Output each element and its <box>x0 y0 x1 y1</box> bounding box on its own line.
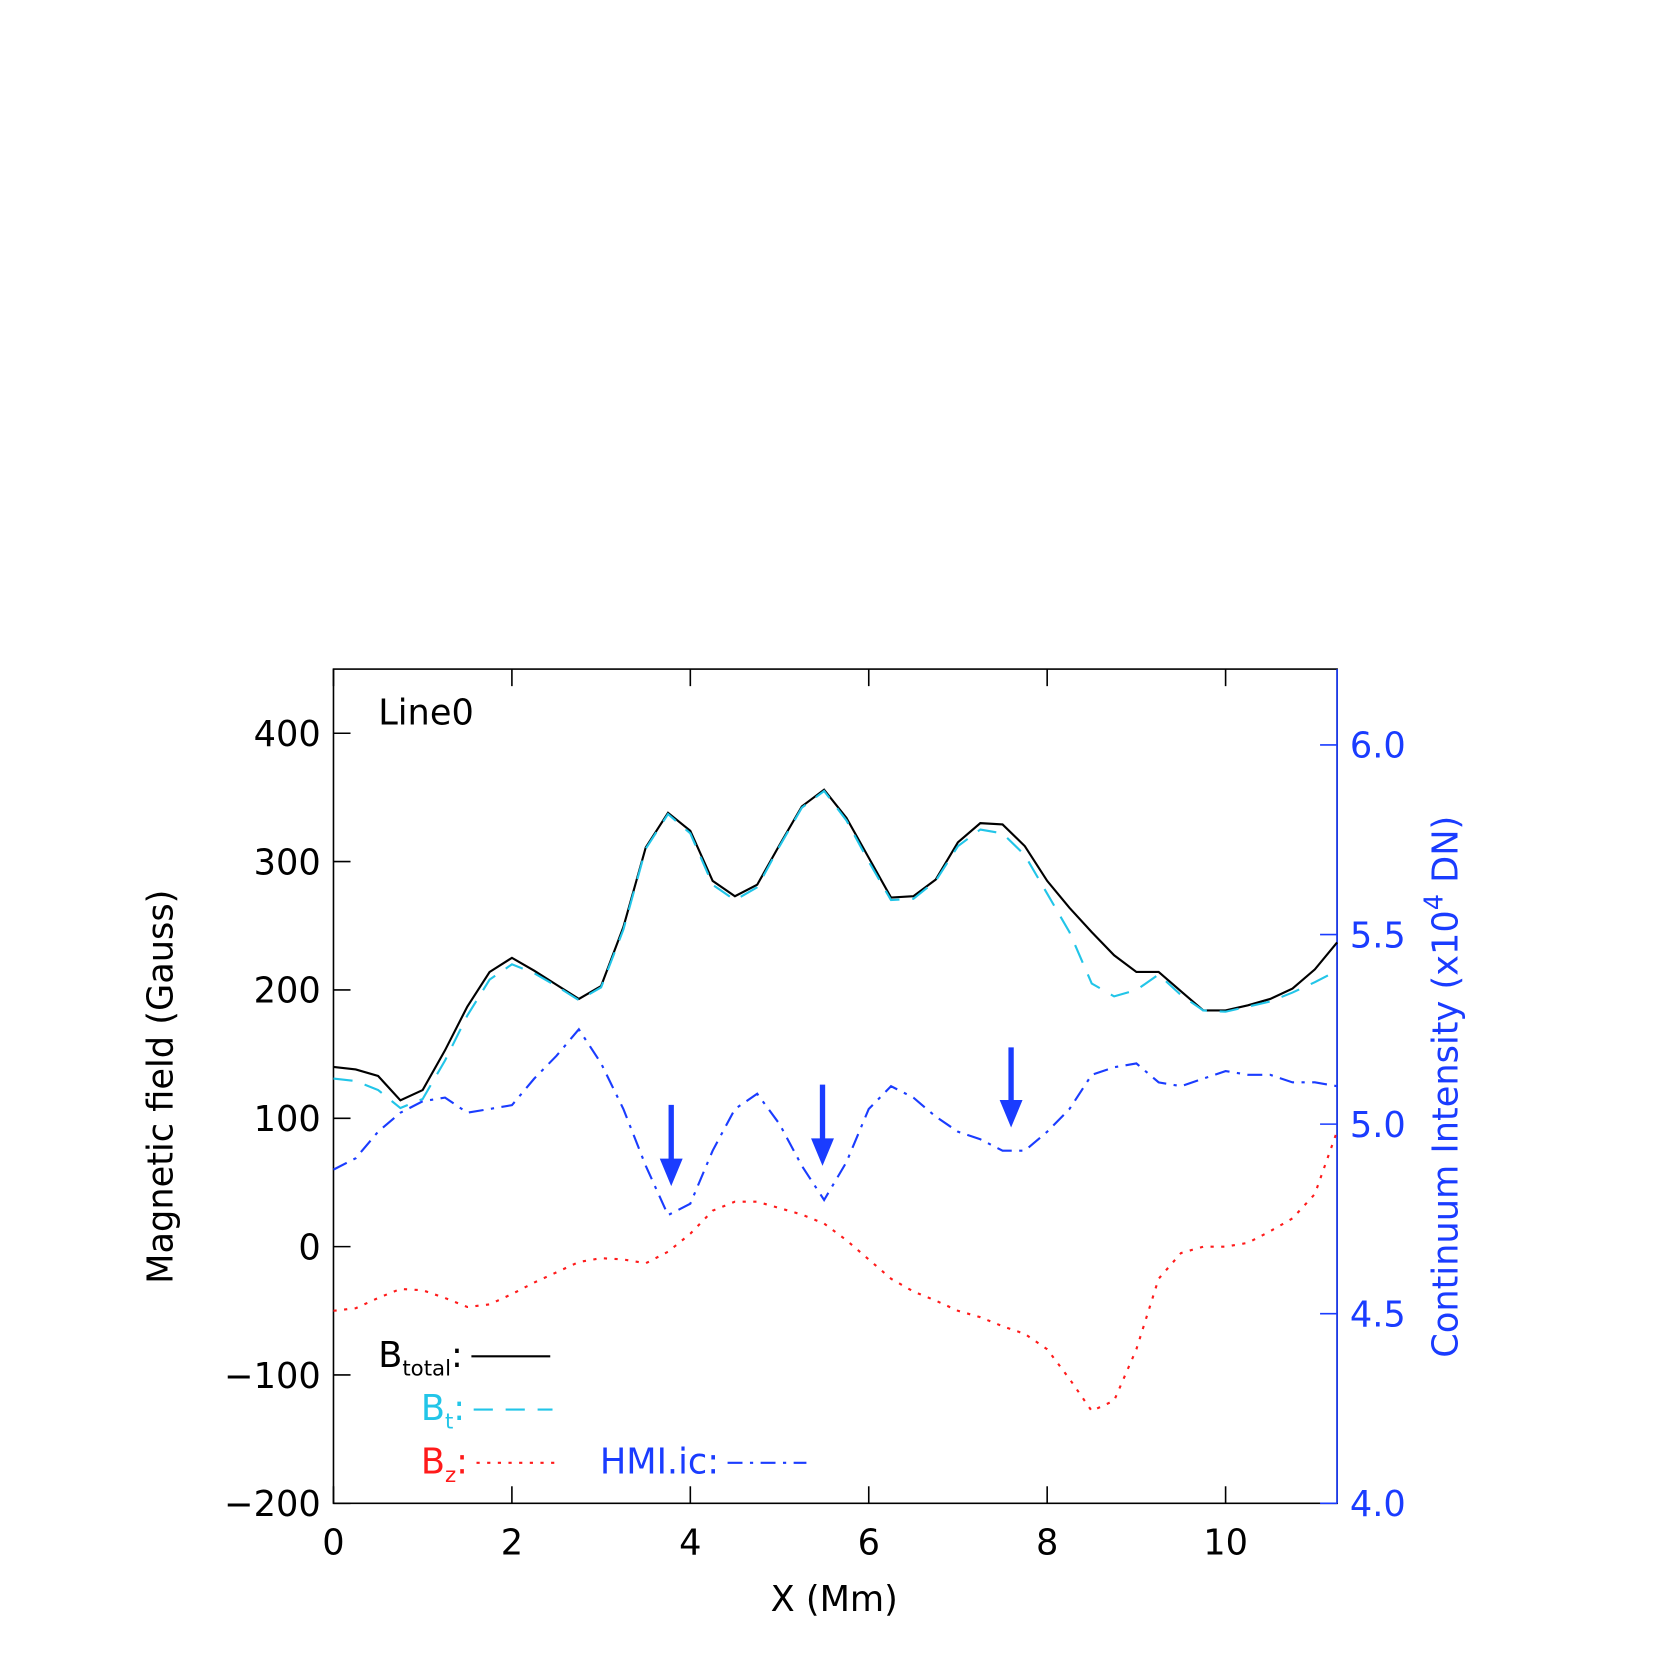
x-tick-label: 4 <box>679 1522 701 1563</box>
y2-axis-label-text: Continuum Intensity (x10 <box>1426 910 1467 1357</box>
y-tick-label: 300 <box>254 842 321 883</box>
legend-label: HMI.ic: <box>600 1441 719 1482</box>
legend-separator: : <box>707 1441 719 1482</box>
series-line <box>333 789 1338 1110</box>
legend-name: B <box>378 1335 402 1376</box>
arrow-head <box>811 1138 834 1166</box>
y2-tick-label: 5.0 <box>1350 1105 1406 1146</box>
y-tick-label: −100 <box>224 1356 321 1397</box>
y-tick-label: 0 <box>298 1227 320 1268</box>
legend-name: HMI.ic <box>600 1441 707 1482</box>
y-tick-label: 100 <box>254 1099 321 1140</box>
y2-tick-label: 4.0 <box>1350 1484 1406 1525</box>
legend-separator: : <box>456 1441 468 1482</box>
legend-label: Bt: <box>421 1388 465 1435</box>
annotation: Line0 <box>378 692 474 733</box>
plot-frame <box>332 668 1338 1505</box>
y-tick-label: 200 <box>254 971 321 1012</box>
legend-subscript: z <box>445 1463 456 1488</box>
y2-axis-label-suffix: DN) <box>1426 816 1467 894</box>
legend-separator: : <box>453 1388 465 1429</box>
y2-axis-label-sup: 4 <box>1420 894 1450 910</box>
legend-subscript: total <box>402 1356 451 1381</box>
y-tick-label: −200 <box>224 1484 321 1525</box>
y-tick-label: 400 <box>254 714 321 755</box>
legend-name: B <box>421 1388 445 1429</box>
y-axis-label: Magnetic field (Gauss) <box>141 890 182 1284</box>
legend-subscript: t <box>445 1410 453 1435</box>
legend-separator: : <box>451 1335 463 1376</box>
arrow-head <box>999 1100 1023 1128</box>
x-tick-label: 6 <box>858 1522 880 1563</box>
x-tick-label: 8 <box>1036 1522 1058 1563</box>
arrow-head <box>659 1158 683 1187</box>
x-axis-label: X (Mm) <box>771 1579 898 1620</box>
legend-label: Bz: <box>421 1441 468 1488</box>
x-tick-label: 0 <box>322 1522 344 1563</box>
series-line <box>332 1027 1338 1217</box>
y2-axis-label: Continuum Intensity (x104 DN) <box>1420 816 1467 1358</box>
y2-tick-label: 4.5 <box>1350 1295 1406 1336</box>
series-line <box>333 788 1338 1102</box>
legend-name: B <box>421 1441 445 1482</box>
legend-label: Btotal: <box>378 1335 463 1382</box>
arrows <box>659 1047 1023 1187</box>
x-tick-label: 2 <box>501 1522 523 1563</box>
y2-tick-label: 5.5 <box>1350 915 1406 956</box>
series-line <box>333 1130 1339 1413</box>
y2-tick-label: 6.0 <box>1350 726 1406 767</box>
x-tick-label: 10 <box>1203 1522 1248 1563</box>
